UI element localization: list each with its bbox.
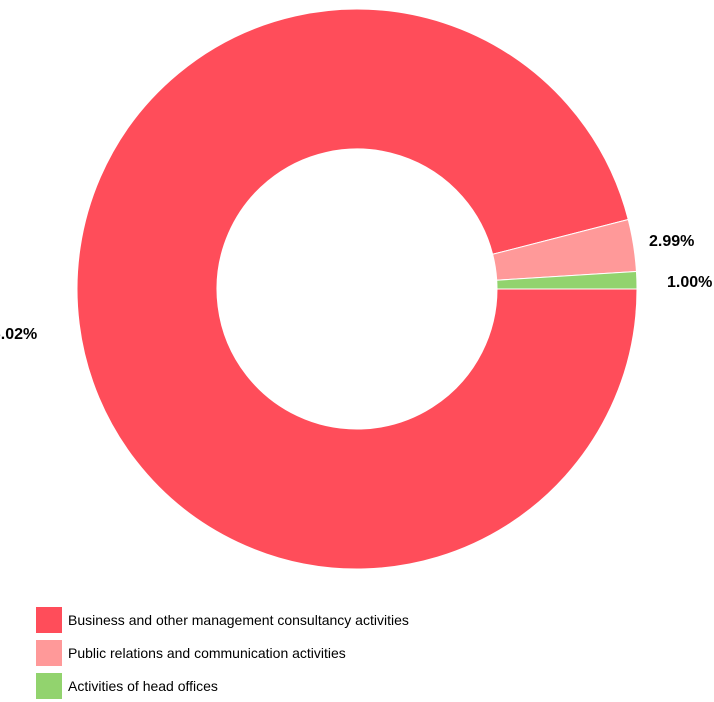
legend-swatch-head-offices <box>36 672 62 699</box>
donut-slices <box>76 8 638 570</box>
legend-label-public-relations: Public relations and communication activ… <box>68 644 346 661</box>
legend-item-business-consultancy: Business and other management consultanc… <box>36 603 409 636</box>
legend-label-business-consultancy: Business and other management consultanc… <box>68 611 409 628</box>
slice-label-head-offices: 1.00% <box>667 274 712 291</box>
legend-swatch-public-relations <box>36 639 62 666</box>
donut-slice-head-offices <box>496 270 638 290</box>
donut-slice-business-consultancy <box>76 8 638 570</box>
slice-labels: 96.02% 2.99% 1.00% <box>0 233 712 343</box>
legend-label-head-offices: Activities of head offices <box>68 677 218 694</box>
slice-label-business-consultancy: 96.02% <box>0 326 37 343</box>
chart-legend: Business and other management consultanc… <box>36 603 409 702</box>
legend-item-public-relations: Public relations and communication activ… <box>36 636 409 669</box>
legend-item-head-offices: Activities of head offices <box>36 669 409 702</box>
legend-swatch-business-consultancy <box>36 606 62 633</box>
slice-label-public-relations: 2.99% <box>649 233 694 250</box>
